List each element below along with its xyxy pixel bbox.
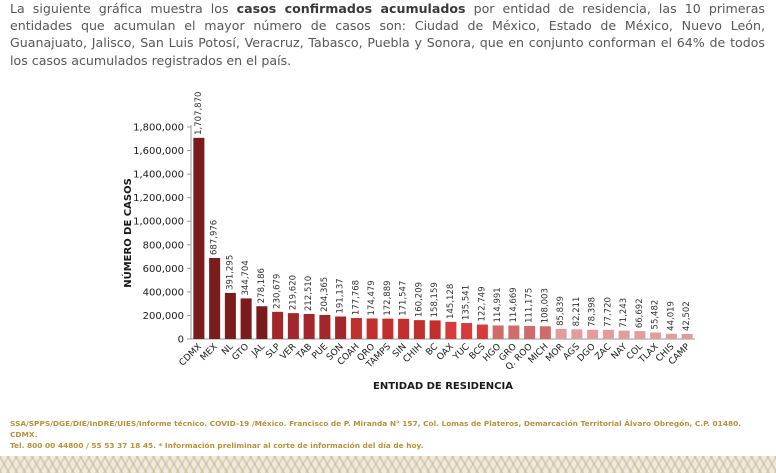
value-label: 114,669 — [509, 287, 519, 322]
x-tick-label: NAY — [610, 342, 630, 362]
value-label: 278,186 — [257, 268, 267, 303]
value-label: 85,839 — [556, 296, 566, 326]
bar-ver — [287, 313, 299, 339]
bar-nay — [618, 330, 630, 339]
x-tick-label: JAL — [250, 342, 267, 359]
y-tick-label: 600,000 — [143, 264, 184, 275]
value-label: 171,547 — [399, 281, 409, 316]
bar-son — [335, 316, 347, 339]
bar-bc — [429, 320, 441, 339]
y-tick-label: 1,600,000 — [133, 146, 184, 157]
x-tick-label: GTO — [231, 342, 252, 363]
bar-qro — [366, 318, 378, 339]
bar-mex — [209, 257, 221, 339]
value-label: 42,502 — [682, 301, 692, 331]
intro-text-1: La siguiente gráfica muestra los — [10, 1, 237, 16]
bar-gto — [240, 298, 252, 339]
intro-bold-text: casos confirmados acumulados — [236, 1, 466, 16]
bar-tamps — [382, 318, 394, 339]
y-tick-label: 1,800,000 — [133, 123, 184, 134]
bars — [193, 137, 693, 339]
value-label: 191,137 — [336, 278, 346, 313]
x-tick-label: YUC — [451, 342, 472, 363]
bar-qroo — [524, 325, 536, 339]
value-label: 77,720 — [603, 297, 613, 327]
bar-sin — [398, 318, 410, 339]
y-tick-label: 200,000 — [143, 311, 184, 322]
value-label: 391,295 — [225, 255, 235, 290]
value-label: 212,510 — [304, 276, 314, 311]
bar-slp — [272, 311, 284, 339]
bar-chis — [665, 333, 677, 339]
bar-chart: 0 200,000 400,000 600,000 800,000 1,000,000 1,… — [121, 92, 695, 392]
value-label: 204,365 — [320, 277, 330, 312]
bar-coah — [350, 318, 362, 339]
y-tick-label: 1,200,000 — [133, 193, 184, 204]
value-label: 219,620 — [288, 275, 298, 310]
x-axis-title: ENTIDAD DE RESIDENCIA — [373, 381, 513, 392]
x-tick-label: VER — [279, 342, 299, 362]
bar-nl — [224, 292, 236, 339]
value-label: 160,209 — [414, 282, 424, 317]
value-label: 230,679 — [273, 274, 283, 309]
y-tick-label: 400,000 — [143, 287, 184, 298]
value-label: 1,707,870 — [194, 92, 204, 135]
value-label: 135,541 — [462, 285, 472, 320]
y-tick-label: 1,400,000 — [133, 170, 184, 181]
bar-jal — [256, 306, 268, 339]
footer-line-1: SSA/SPPS/DGE/DIE/InDRE/UIES/Informe técn… — [10, 419, 742, 439]
x-tick-label: ZAC — [593, 342, 613, 362]
bar-camp — [681, 333, 693, 339]
x-tick-label: OAX — [435, 342, 456, 363]
intro-paragraph: La siguiente gráfica muestra los casos c… — [10, 0, 765, 69]
bar-oax — [445, 321, 457, 339]
value-label: 55,482 — [651, 300, 661, 330]
value-label: 177,768 — [351, 280, 361, 315]
value-label: 158,159 — [430, 282, 440, 317]
value-label: 82,211 — [572, 297, 582, 327]
value-label: 344,704 — [241, 260, 251, 295]
bar-ags — [571, 329, 583, 339]
bar-gro — [508, 325, 520, 339]
bar-hgo — [492, 325, 504, 339]
bar-cdmx — [193, 137, 205, 339]
x-tick-label: TAB — [294, 342, 314, 362]
bar-dgo — [587, 329, 599, 339]
value-label: 114,991 — [493, 287, 503, 322]
value-label: 687,976 — [210, 220, 220, 255]
value-labels: 1,707,870 687,976 391,295 344,704 278,186 230… — [194, 92, 692, 331]
value-label: 174,479 — [367, 280, 377, 315]
bar-chih — [413, 320, 425, 339]
y-axis-title: NÚMERO DE CASOS — [121, 178, 134, 288]
value-label: 44,019 — [666, 301, 676, 331]
bar-pue — [319, 314, 331, 339]
bar-bcs — [476, 324, 488, 339]
value-label: 172,889 — [383, 280, 393, 315]
bar-zac — [602, 329, 614, 339]
decorative-footer-band — [0, 456, 776, 473]
x-tick-label: MEX — [199, 342, 220, 363]
footer-note: SSA/SPPS/DGE/DIE/InDRE/UIES/Informe técn… — [10, 418, 770, 451]
y-tick-label: 800,000 — [143, 240, 184, 251]
bar-col — [634, 331, 646, 339]
value-label: 122,749 — [477, 286, 487, 321]
footer-line-2: Tel. 800 00 44800 / 55 53 37 18 45. * In… — [10, 441, 424, 450]
bar-yuc — [461, 323, 473, 339]
value-label: 71,243 — [619, 298, 629, 328]
bar-tab — [303, 313, 315, 339]
y-tick-label: 0 — [178, 335, 184, 346]
y-tick-label: 1,000,000 — [133, 217, 184, 228]
bar-mich — [539, 326, 551, 339]
value-label: 108,003 — [540, 288, 550, 323]
value-label: 66,692 — [635, 298, 645, 328]
bar-tlax — [650, 332, 662, 339]
intro-text-2: por entidad de residencia, las 10 primer… — [10, 1, 765, 68]
value-label: 111,175 — [525, 288, 535, 323]
value-label: 145,128 — [446, 284, 456, 319]
value-label: 78,398 — [588, 297, 598, 327]
bar-mor — [555, 328, 567, 339]
